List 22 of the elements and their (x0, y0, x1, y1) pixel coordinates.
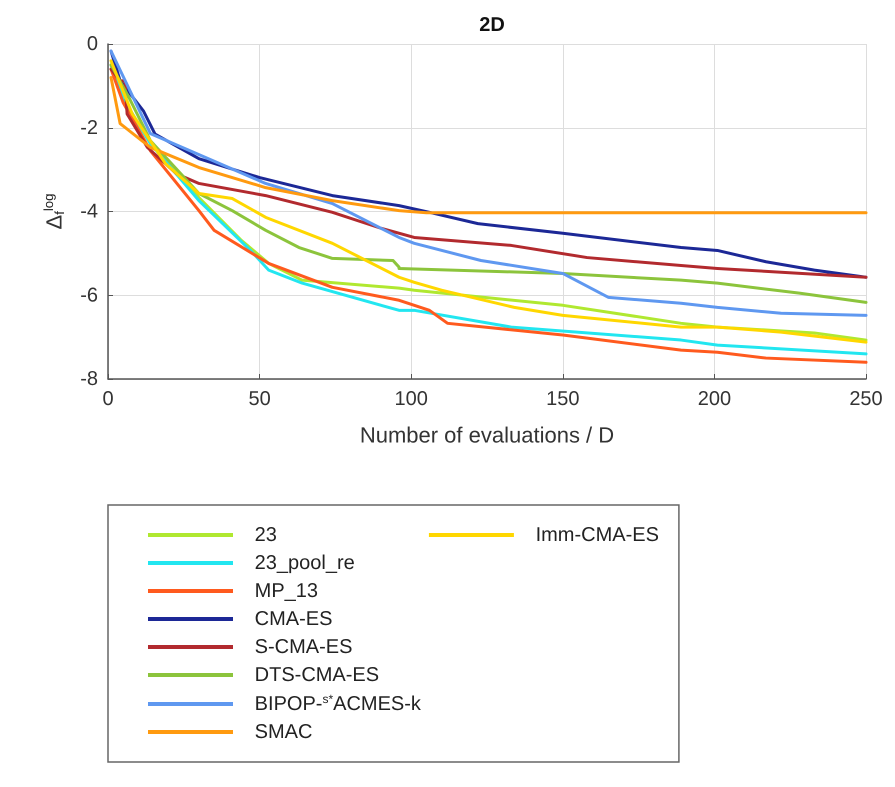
legend-label: 23 (238, 524, 277, 546)
x-tick-label: 200 (698, 388, 732, 410)
x-tick-label: 0 (102, 388, 114, 410)
y-tick-label: -2 (80, 116, 98, 139)
legend-label: DTS-CMA-ES (238, 664, 380, 686)
legend-label: 23_pool_re (238, 552, 355, 574)
y-tick-label: -6 (80, 284, 98, 306)
x-tick-label: 150 (546, 388, 580, 410)
y-tick-label: -8 (80, 368, 98, 390)
x-axis-title: Number of evaluations / D (360, 422, 614, 448)
legend-label: Imm-CMA-ES (518, 524, 659, 546)
x-tick-label: 50 (248, 388, 271, 410)
y-axis-title: Δflog (41, 194, 67, 230)
chart-title: 2D (479, 14, 505, 36)
legend-label: S-CMA-ES (238, 636, 352, 658)
x-tick-label: 250 (849, 388, 883, 410)
y-tick-label: 0 (86, 33, 98, 55)
legend-label: CMA-ES (238, 608, 332, 630)
legend-label: SMAC (238, 721, 312, 743)
y-tick-label: -4 (80, 200, 98, 222)
x-tick-label: 100 (394, 388, 428, 410)
legend-label: MP_13 (238, 580, 318, 602)
